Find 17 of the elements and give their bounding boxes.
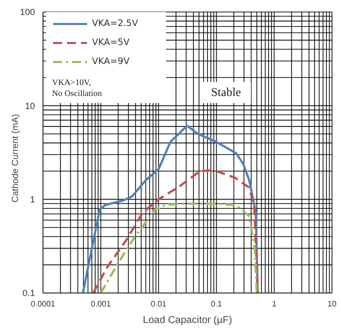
annotation: VKA>10V, No Oscillation xyxy=(52,77,103,99)
legend-label: VKA=2.5V xyxy=(92,18,138,28)
y-tick-label: 100 xyxy=(20,7,35,18)
legend-label: VKA=5V xyxy=(92,38,130,48)
legend-label: VKA=9V xyxy=(92,56,130,66)
x-tick-label: 0.0001 xyxy=(30,300,56,309)
annotation: Stable xyxy=(201,82,251,103)
y-axis-title: Cathode Current (mA) xyxy=(10,114,20,202)
x-tick-label: 10 xyxy=(328,300,337,309)
x-tick-label: 0.001 xyxy=(90,300,112,309)
x-tick-label: 1 xyxy=(272,300,277,309)
x-tick-label: 0.1 xyxy=(210,300,223,309)
y-tick-label: 1 xyxy=(30,194,35,205)
y-tick-label: 0.1 xyxy=(22,288,35,298)
y-tick-label: 10 xyxy=(24,100,35,111)
x-axis-title: Load Capacitor (µF) xyxy=(142,315,232,326)
x-tick-label: 0.01 xyxy=(150,300,167,309)
